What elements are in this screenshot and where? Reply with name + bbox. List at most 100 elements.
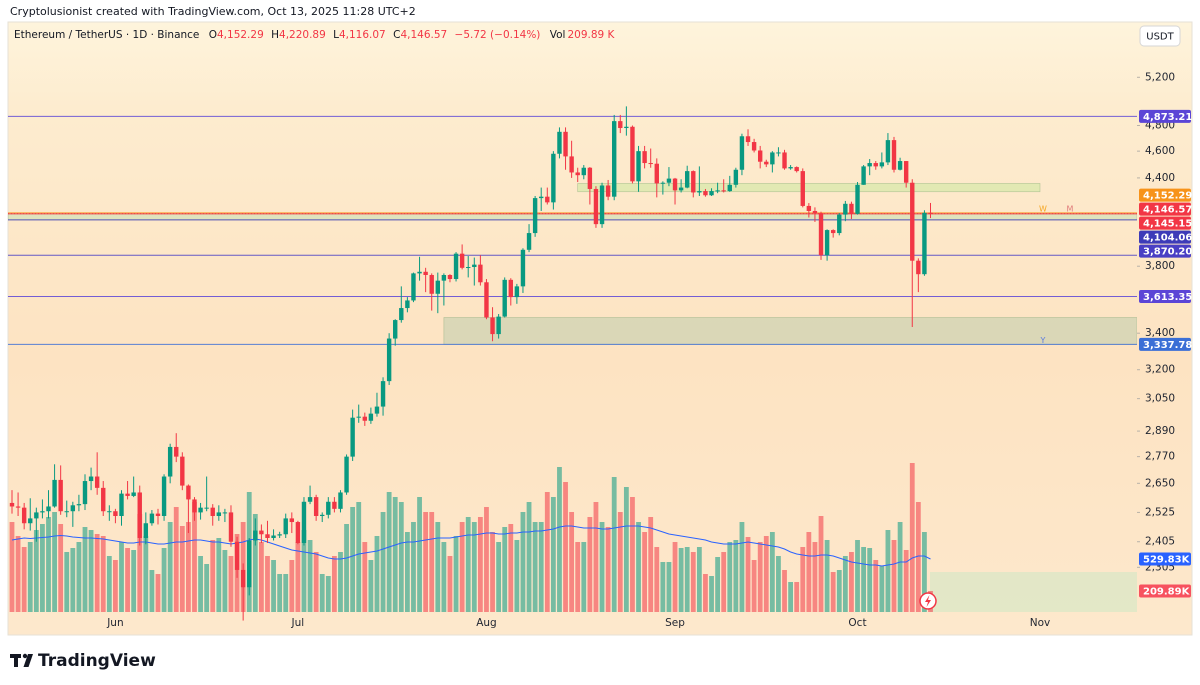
candles <box>9 106 933 621</box>
volume-bar <box>672 542 678 612</box>
volume-bar <box>46 517 51 612</box>
candle-body <box>526 233 532 250</box>
candle-body <box>94 476 100 488</box>
volume-bar <box>155 574 161 612</box>
candle-body <box>295 522 301 543</box>
volume-bar <box>228 556 234 612</box>
volume-bar <box>763 536 769 612</box>
candle-body <box>916 260 921 275</box>
candle-body <box>307 497 313 502</box>
price-badge <box>1139 290 1191 304</box>
volume-bar <box>496 542 502 612</box>
volume-bar <box>411 522 416 612</box>
candle-body <box>520 249 526 287</box>
volume-bar <box>173 507 179 612</box>
volume-bar <box>344 524 349 612</box>
candle-body <box>727 184 732 192</box>
price-badge <box>1139 216 1191 230</box>
candle-body <box>447 274 453 280</box>
candle-body <box>313 497 319 516</box>
volume-bar <box>630 497 635 612</box>
zone <box>8 213 1137 221</box>
currency-label[interactable]: USDT <box>1146 32 1174 43</box>
volume-bar <box>27 542 33 612</box>
volume-bar <box>186 522 191 612</box>
volume-bar <box>709 576 714 612</box>
price-badge-label: 4,104.06 <box>1143 233 1192 244</box>
candle-body <box>277 534 282 536</box>
candle-body <box>155 513 161 516</box>
candle-body <box>855 184 860 214</box>
candle-body <box>612 121 617 197</box>
volume-bar <box>331 556 337 612</box>
currency-button[interactable]: USDT <box>1139 25 1181 47</box>
candle-body <box>648 163 653 165</box>
volume-bar <box>830 572 836 612</box>
candle-body <box>210 507 215 516</box>
alert-icon[interactable] <box>919 592 937 610</box>
volume-bar <box>198 556 203 612</box>
volume-bar <box>587 517 593 612</box>
y-tick-label: 3,050 <box>1145 393 1175 405</box>
volume-bar <box>842 556 848 612</box>
candle-body <box>283 518 288 535</box>
legend-line: Ethereum / TetherUS · 1D · Binance O4,15… <box>14 29 616 41</box>
volume-bar <box>818 516 824 612</box>
candle-body <box>575 172 580 176</box>
candle-body <box>903 161 909 183</box>
candle-body <box>806 205 812 211</box>
y-tick-label: 2,650 <box>1145 477 1175 489</box>
volume-bar <box>532 522 538 612</box>
time-axis: Jun Jul Aug Sep Oct Nov <box>106 617 1050 629</box>
candle-body <box>332 501 337 509</box>
candle-body <box>891 140 897 170</box>
candle-body <box>399 308 404 321</box>
candle-body <box>788 167 793 169</box>
candle-body <box>757 150 763 162</box>
volume-bar <box>429 512 435 612</box>
candle-body <box>599 185 605 225</box>
volume-bar <box>459 522 465 612</box>
volume-bar <box>544 492 550 612</box>
candle-body <box>472 264 477 268</box>
volume-bar <box>922 532 927 612</box>
candle-body <box>174 446 179 457</box>
candle-body <box>630 126 635 182</box>
candle-body <box>569 156 574 173</box>
candle-body <box>301 501 307 543</box>
volume-bar <box>313 552 319 612</box>
volume-bar <box>739 522 745 612</box>
candle-body <box>131 492 136 496</box>
candle-body <box>186 485 191 500</box>
price-badge <box>1139 552 1191 566</box>
volume-bar <box>660 562 666 612</box>
candle-body <box>508 279 513 298</box>
volume-bar <box>33 530 39 612</box>
volume-bar <box>654 547 660 612</box>
candle-body <box>545 196 550 203</box>
volume-bar <box>514 540 520 612</box>
volume-bar <box>861 547 866 612</box>
volume-bar <box>757 542 763 612</box>
candle-body <box>459 253 465 268</box>
y-tick-label: 2,525 <box>1145 506 1175 518</box>
currency-button-box[interactable] <box>1139 25 1181 47</box>
volume-bar <box>769 532 775 612</box>
volume-bar <box>563 482 568 612</box>
volume-bar <box>745 537 751 612</box>
candle-body <box>362 416 368 421</box>
candle-body <box>143 523 149 538</box>
volume-bar <box>776 556 781 612</box>
volume-bar <box>192 502 197 612</box>
volume-bar <box>435 522 441 612</box>
candle-body <box>198 507 203 513</box>
symbol: Ethereum / TetherUS · 1D · Binance <box>14 29 199 41</box>
volume-bar <box>684 547 690 612</box>
candle-body <box>624 126 629 129</box>
candle-body <box>253 530 258 541</box>
volume-bar <box>721 552 727 612</box>
close-value: 4,146.57 <box>400 29 447 41</box>
candle-body <box>532 198 538 234</box>
y-tick-label: 2,405 <box>1145 536 1175 548</box>
alert-bolt[interactable] <box>925 595 931 607</box>
